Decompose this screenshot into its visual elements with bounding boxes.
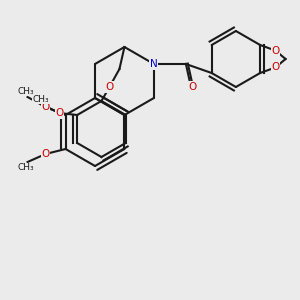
Text: N: N	[150, 59, 158, 69]
Text: O: O	[55, 108, 63, 118]
Text: O: O	[272, 46, 280, 56]
Text: O: O	[105, 82, 114, 92]
Text: O: O	[189, 82, 197, 92]
Text: CH₃: CH₃	[17, 86, 34, 95]
Text: CH₃: CH₃	[33, 94, 50, 103]
Text: O: O	[41, 102, 50, 112]
Text: CH₃: CH₃	[17, 164, 34, 172]
Text: O: O	[272, 62, 280, 72]
Text: O: O	[41, 149, 50, 159]
